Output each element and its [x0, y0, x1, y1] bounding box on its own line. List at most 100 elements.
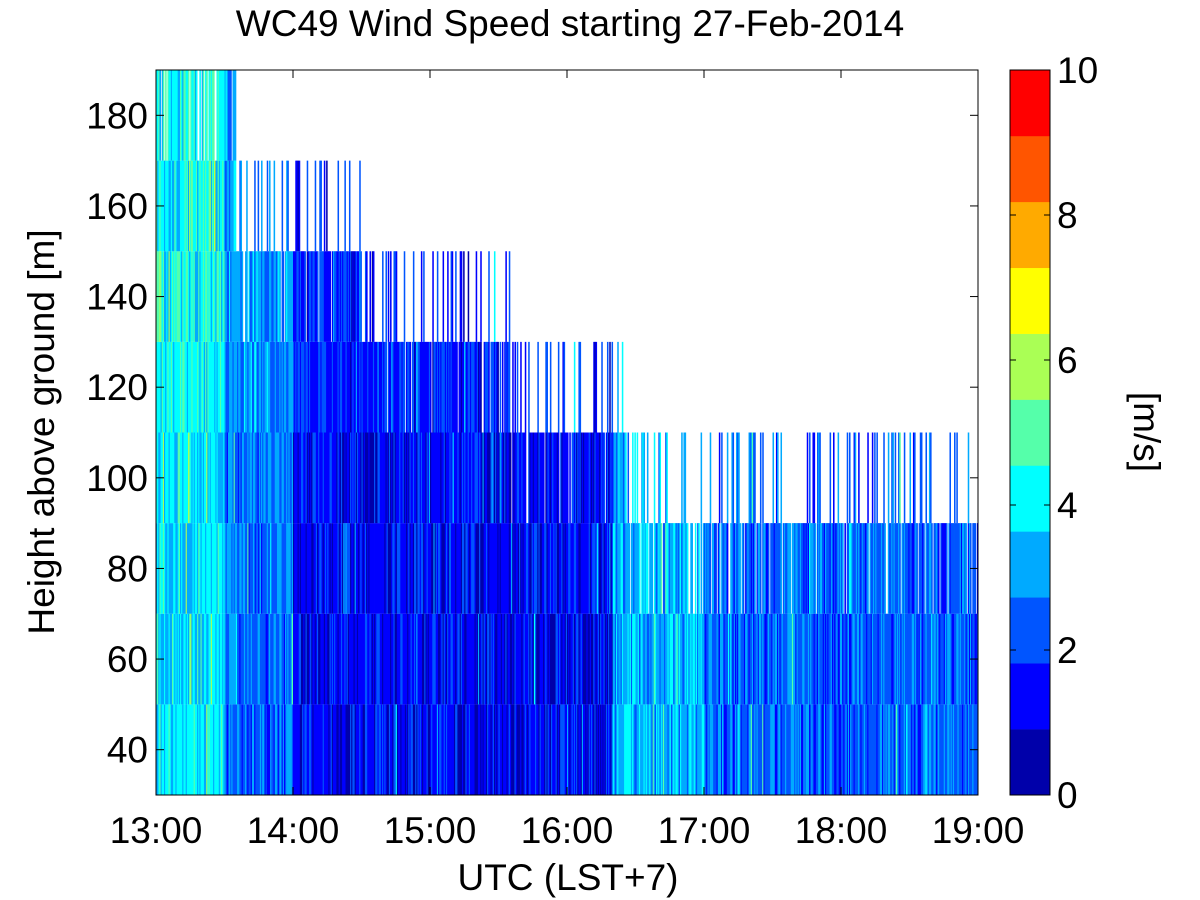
heatmap-cell	[747, 704, 749, 796]
heatmap-cell	[192, 251, 195, 342]
heatmap-cell	[815, 704, 818, 796]
heatmap-cell	[306, 160, 309, 252]
heatmap-cell	[640, 613, 642, 705]
heatmap-cell	[513, 432, 515, 524]
heatmap-cell	[783, 704, 786, 796]
heatmap-cell	[240, 160, 243, 252]
heatmap-cell	[230, 251, 232, 342]
heatmap-cell	[964, 523, 966, 614]
heatmap-cell	[198, 613, 200, 705]
heatmap-cell	[370, 432, 373, 524]
heatmap-cell	[713, 704, 715, 796]
heatmap-cell	[726, 704, 729, 796]
heatmap-cell	[676, 704, 679, 796]
heatmap-cell	[765, 704, 768, 796]
heatmap-cell	[802, 523, 804, 614]
heatmap-cell	[915, 523, 917, 614]
heatmap-cell	[831, 523, 834, 614]
heatmap-cell	[754, 613, 756, 705]
heatmap-cell	[449, 432, 451, 524]
heatmap-cell	[240, 432, 243, 524]
heatmap-cell	[788, 613, 791, 705]
heatmap-cell	[323, 704, 326, 796]
heatmap-cell	[182, 523, 184, 614]
heatmap-cell	[613, 613, 616, 705]
heatmap-cell	[167, 432, 169, 524]
heatmap-cell	[949, 704, 951, 796]
heatmap-cell	[465, 432, 467, 524]
heatmap-cell	[951, 523, 954, 614]
heatmap-cell	[402, 341, 405, 433]
heatmap-cell	[496, 523, 498, 614]
heatmap-cell	[403, 341, 406, 433]
heatmap-cell	[226, 523, 229, 614]
heatmap-cell	[823, 523, 826, 614]
heatmap-cell	[854, 523, 857, 614]
heatmap-cell	[329, 341, 332, 433]
heatmap-cell	[171, 70, 174, 161]
heatmap-cell	[731, 704, 733, 796]
heatmap-cell	[424, 432, 426, 524]
heatmap-cell	[436, 251, 439, 342]
heatmap-cell	[355, 523, 358, 614]
heatmap-cell	[251, 432, 254, 524]
heatmap-cell	[274, 341, 277, 433]
heatmap-cell	[465, 613, 467, 705]
heatmap-cell	[842, 704, 844, 796]
heatmap-cell	[201, 70, 204, 161]
heatmap-cell	[570, 704, 572, 796]
heatmap-cell	[326, 523, 328, 614]
heatmap-cell	[422, 341, 424, 433]
heatmap-cell	[489, 613, 491, 705]
heatmap-cell	[370, 704, 373, 796]
heatmap-cell	[441, 523, 443, 614]
heatmap-cell	[174, 251, 176, 342]
heatmap-cell	[739, 613, 741, 705]
heatmap-cell	[238, 613, 240, 705]
heatmap-cell	[400, 341, 402, 433]
heatmap-cell	[285, 432, 287, 524]
heatmap-cell	[345, 251, 348, 342]
heatmap-cell	[394, 613, 397, 705]
heatmap-cell	[263, 432, 265, 524]
heatmap-cell	[229, 70, 231, 161]
heatmap-cell	[955, 613, 957, 705]
heatmap-cell	[217, 432, 220, 524]
heatmap-cell	[229, 523, 231, 614]
heatmap-cell	[201, 523, 204, 614]
heatmap-cell	[269, 432, 271, 524]
heatmap-cell	[433, 523, 435, 614]
heatmap-cell	[167, 70, 169, 161]
heatmap-cell	[318, 341, 320, 433]
heatmap-cell	[218, 160, 221, 252]
heatmap-cell	[408, 523, 410, 614]
heatmap-cell	[331, 341, 334, 433]
heatmap-cell	[430, 613, 432, 705]
heatmap-cell	[672, 704, 674, 796]
heatmap-cell	[171, 251, 174, 342]
heatmap-cell	[705, 523, 707, 614]
heatmap-cell	[334, 432, 336, 524]
heatmap-cell	[178, 523, 181, 614]
heatmap-cell	[427, 432, 430, 524]
heatmap-cell	[321, 523, 324, 614]
heatmap-cell	[414, 523, 416, 614]
heatmap-cell	[838, 523, 841, 614]
heatmap-cell	[479, 341, 481, 433]
heatmap-cell	[263, 523, 265, 614]
heatmap-cell	[322, 251, 325, 342]
heatmap-cell	[458, 613, 461, 705]
heatmap-cell	[531, 523, 534, 614]
heatmap-cell	[584, 704, 586, 796]
heatmap-cell	[313, 613, 316, 705]
heatmap-cell	[282, 613, 285, 705]
heatmap-cell	[559, 613, 561, 705]
heatmap-cell	[315, 613, 318, 705]
heatmap-cell	[283, 432, 286, 524]
heatmap-cell	[443, 341, 446, 433]
heatmap-cell	[400, 613, 402, 705]
heatmap-cell	[485, 341, 488, 433]
heatmap-cell	[858, 613, 860, 705]
heatmap-cell	[387, 432, 390, 524]
heatmap-cell	[192, 432, 195, 524]
